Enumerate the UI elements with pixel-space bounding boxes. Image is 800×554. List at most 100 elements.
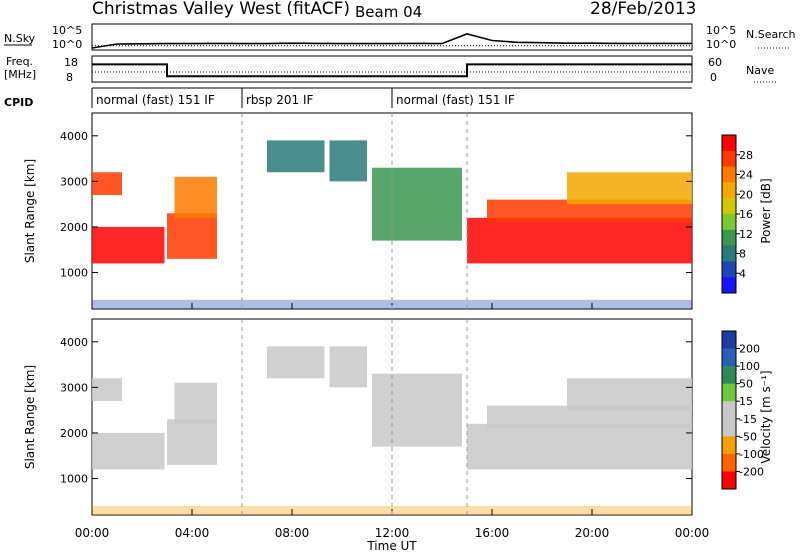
scatter-band bbox=[467, 217, 692, 264]
x-tick-label: 08:00 bbox=[275, 526, 310, 540]
power-panel: 1000 2000 3000 4000 Slant Range [km] 28 24 20… bbox=[23, 112, 773, 310]
noise-left-tick-bottom: 10^0 bbox=[52, 38, 82, 51]
frequency-panel: Freq. [MHz] 18 8 60 0 Nave bbox=[4, 55, 776, 84]
colorbar-tick: 20 bbox=[739, 188, 753, 201]
nave-label: Nave bbox=[746, 64, 774, 77]
power-colorbar-label: Power [dB] bbox=[759, 178, 773, 243]
scatter-band bbox=[567, 172, 692, 205]
scatter-band bbox=[92, 172, 122, 196]
beam-label: Beam 04 bbox=[355, 3, 422, 21]
scatter-band bbox=[372, 167, 462, 241]
cpid-segment-label: rbsp 201 IF bbox=[246, 93, 313, 107]
y-tick-label: 4000 bbox=[60, 130, 88, 143]
cpid-segment-label: normal (fast) 151 IF bbox=[96, 93, 215, 107]
colorbar-swatch bbox=[722, 366, 736, 385]
scatter-band bbox=[329, 346, 367, 388]
colorbar-swatch bbox=[722, 261, 736, 278]
scatter-band bbox=[167, 213, 217, 259]
colorbar-swatch bbox=[722, 150, 736, 168]
noise-sky-line bbox=[91, 33, 692, 49]
freq-label-line1: Freq. bbox=[6, 55, 33, 68]
scatter-band bbox=[92, 432, 165, 470]
colorbar-tick: 28 bbox=[739, 149, 753, 162]
scatter-band bbox=[174, 176, 217, 218]
x-axis: 00:00 04:00 08:00 12:00 16:00 20:00 00:00 bbox=[75, 113, 710, 540]
date-label: 28/Feb/2013 bbox=[590, 0, 696, 19]
y-tick-label: 1000 bbox=[60, 473, 88, 486]
scatter-band bbox=[567, 378, 692, 411]
scatter-band bbox=[372, 373, 462, 447]
scatter-band bbox=[92, 226, 165, 264]
x-tick-label: 12:00 bbox=[375, 526, 410, 540]
noise-right-tick-top: 10^5 bbox=[706, 24, 736, 37]
scatter-band bbox=[267, 346, 325, 379]
y-tick-label: 3000 bbox=[60, 175, 88, 188]
x-tick-label: 00:00 bbox=[675, 526, 710, 540]
cpid-panel: CPID normal (fast) 151 IF rbsp 201 IF norm… bbox=[4, 87, 692, 109]
velocity-ylabel: Slant Range [km] bbox=[23, 365, 37, 469]
colorbar-swatch bbox=[722, 383, 736, 402]
colorbar-swatch bbox=[722, 453, 736, 472]
freq-label-line2: [MHz] bbox=[4, 68, 36, 81]
colorbar-swatch bbox=[722, 166, 736, 183]
scatter-band bbox=[329, 140, 367, 182]
colorbar-tick: 50 bbox=[739, 378, 753, 391]
power-ylabel: Slant Range [km] bbox=[23, 159, 37, 263]
noise-right-tick-bottom: 10^0 bbox=[706, 38, 736, 51]
x-tick-label: 00:00 bbox=[75, 526, 110, 540]
colorbar-swatch bbox=[722, 214, 736, 231]
scatter-band bbox=[174, 382, 217, 424]
colorbar-swatch bbox=[722, 471, 736, 490]
cpid-label: CPID bbox=[4, 96, 33, 109]
freq-left-tick-bottom: 8 bbox=[66, 71, 73, 84]
noise-panel: N.Sky 10^5 10^0 10^5 10^0 N.Search bbox=[4, 23, 796, 51]
colorbar-tick: 12 bbox=[739, 228, 753, 241]
scatter-band bbox=[487, 199, 692, 223]
colorbar-tick: 24 bbox=[739, 169, 753, 182]
scatter-band bbox=[92, 378, 122, 402]
freq-right-tick-top: 60 bbox=[708, 56, 722, 69]
colorbar-tick: 200 bbox=[739, 343, 760, 356]
y-tick-label: 1000 bbox=[60, 267, 88, 280]
colorbar-tick: -50 bbox=[739, 430, 757, 443]
y-tick-label: 4000 bbox=[60, 336, 88, 349]
noise-left-label: N.Sky bbox=[4, 32, 36, 45]
y-tick-label: 3000 bbox=[60, 381, 88, 394]
scatter-band bbox=[467, 423, 692, 470]
figure-title: Christmas Valley West (fitACF) bbox=[92, 0, 350, 19]
cpid-segment-label: normal (fast) 151 IF bbox=[396, 93, 515, 107]
colorbar-swatch bbox=[722, 229, 736, 247]
colorbar-swatch bbox=[722, 401, 736, 420]
freq-right-tick-bottom: 0 bbox=[710, 71, 717, 84]
y-tick-label: 2000 bbox=[60, 427, 88, 440]
x-tick-label: 04:00 bbox=[175, 526, 210, 540]
colorbar-tick: 15 bbox=[739, 395, 753, 408]
frequency-line bbox=[92, 63, 692, 78]
colorbar-swatch bbox=[722, 198, 736, 215]
colorbar-tick: -200 bbox=[739, 465, 764, 478]
x-tick-label: 20:00 bbox=[575, 526, 610, 540]
colorbar-swatch bbox=[722, 331, 736, 350]
velocity-panel: 1000 2000 3000 4000 Slant Range [km] 200 100… bbox=[23, 318, 773, 516]
colorbar-tick: 100 bbox=[739, 360, 760, 373]
freq-left-tick-top: 18 bbox=[64, 56, 78, 69]
colorbar-swatch bbox=[722, 182, 736, 199]
velocity-colorbar-label: Velocity [m s⁻¹] bbox=[759, 370, 773, 463]
colorbar-swatch bbox=[722, 348, 736, 367]
colorbar-tick: -15 bbox=[739, 413, 757, 426]
scatter-band bbox=[267, 140, 325, 173]
noise-left-tick-top: 10^5 bbox=[52, 24, 82, 37]
colorbar-tick: -100 bbox=[739, 448, 764, 461]
y-tick-label: 2000 bbox=[60, 221, 88, 234]
scatter-band bbox=[167, 419, 217, 465]
colorbar-swatch bbox=[722, 245, 736, 262]
colorbar-tick: 4 bbox=[739, 267, 746, 280]
noise-right-label: N.Search bbox=[746, 28, 796, 41]
colorbar-tick: 16 bbox=[739, 208, 753, 221]
colorbar-swatch bbox=[722, 418, 736, 437]
colorbar-tick: 8 bbox=[739, 248, 746, 261]
colorbar-swatch bbox=[722, 436, 736, 455]
x-axis-label: Time UT bbox=[366, 539, 417, 553]
colorbar-swatch bbox=[722, 135, 736, 152]
